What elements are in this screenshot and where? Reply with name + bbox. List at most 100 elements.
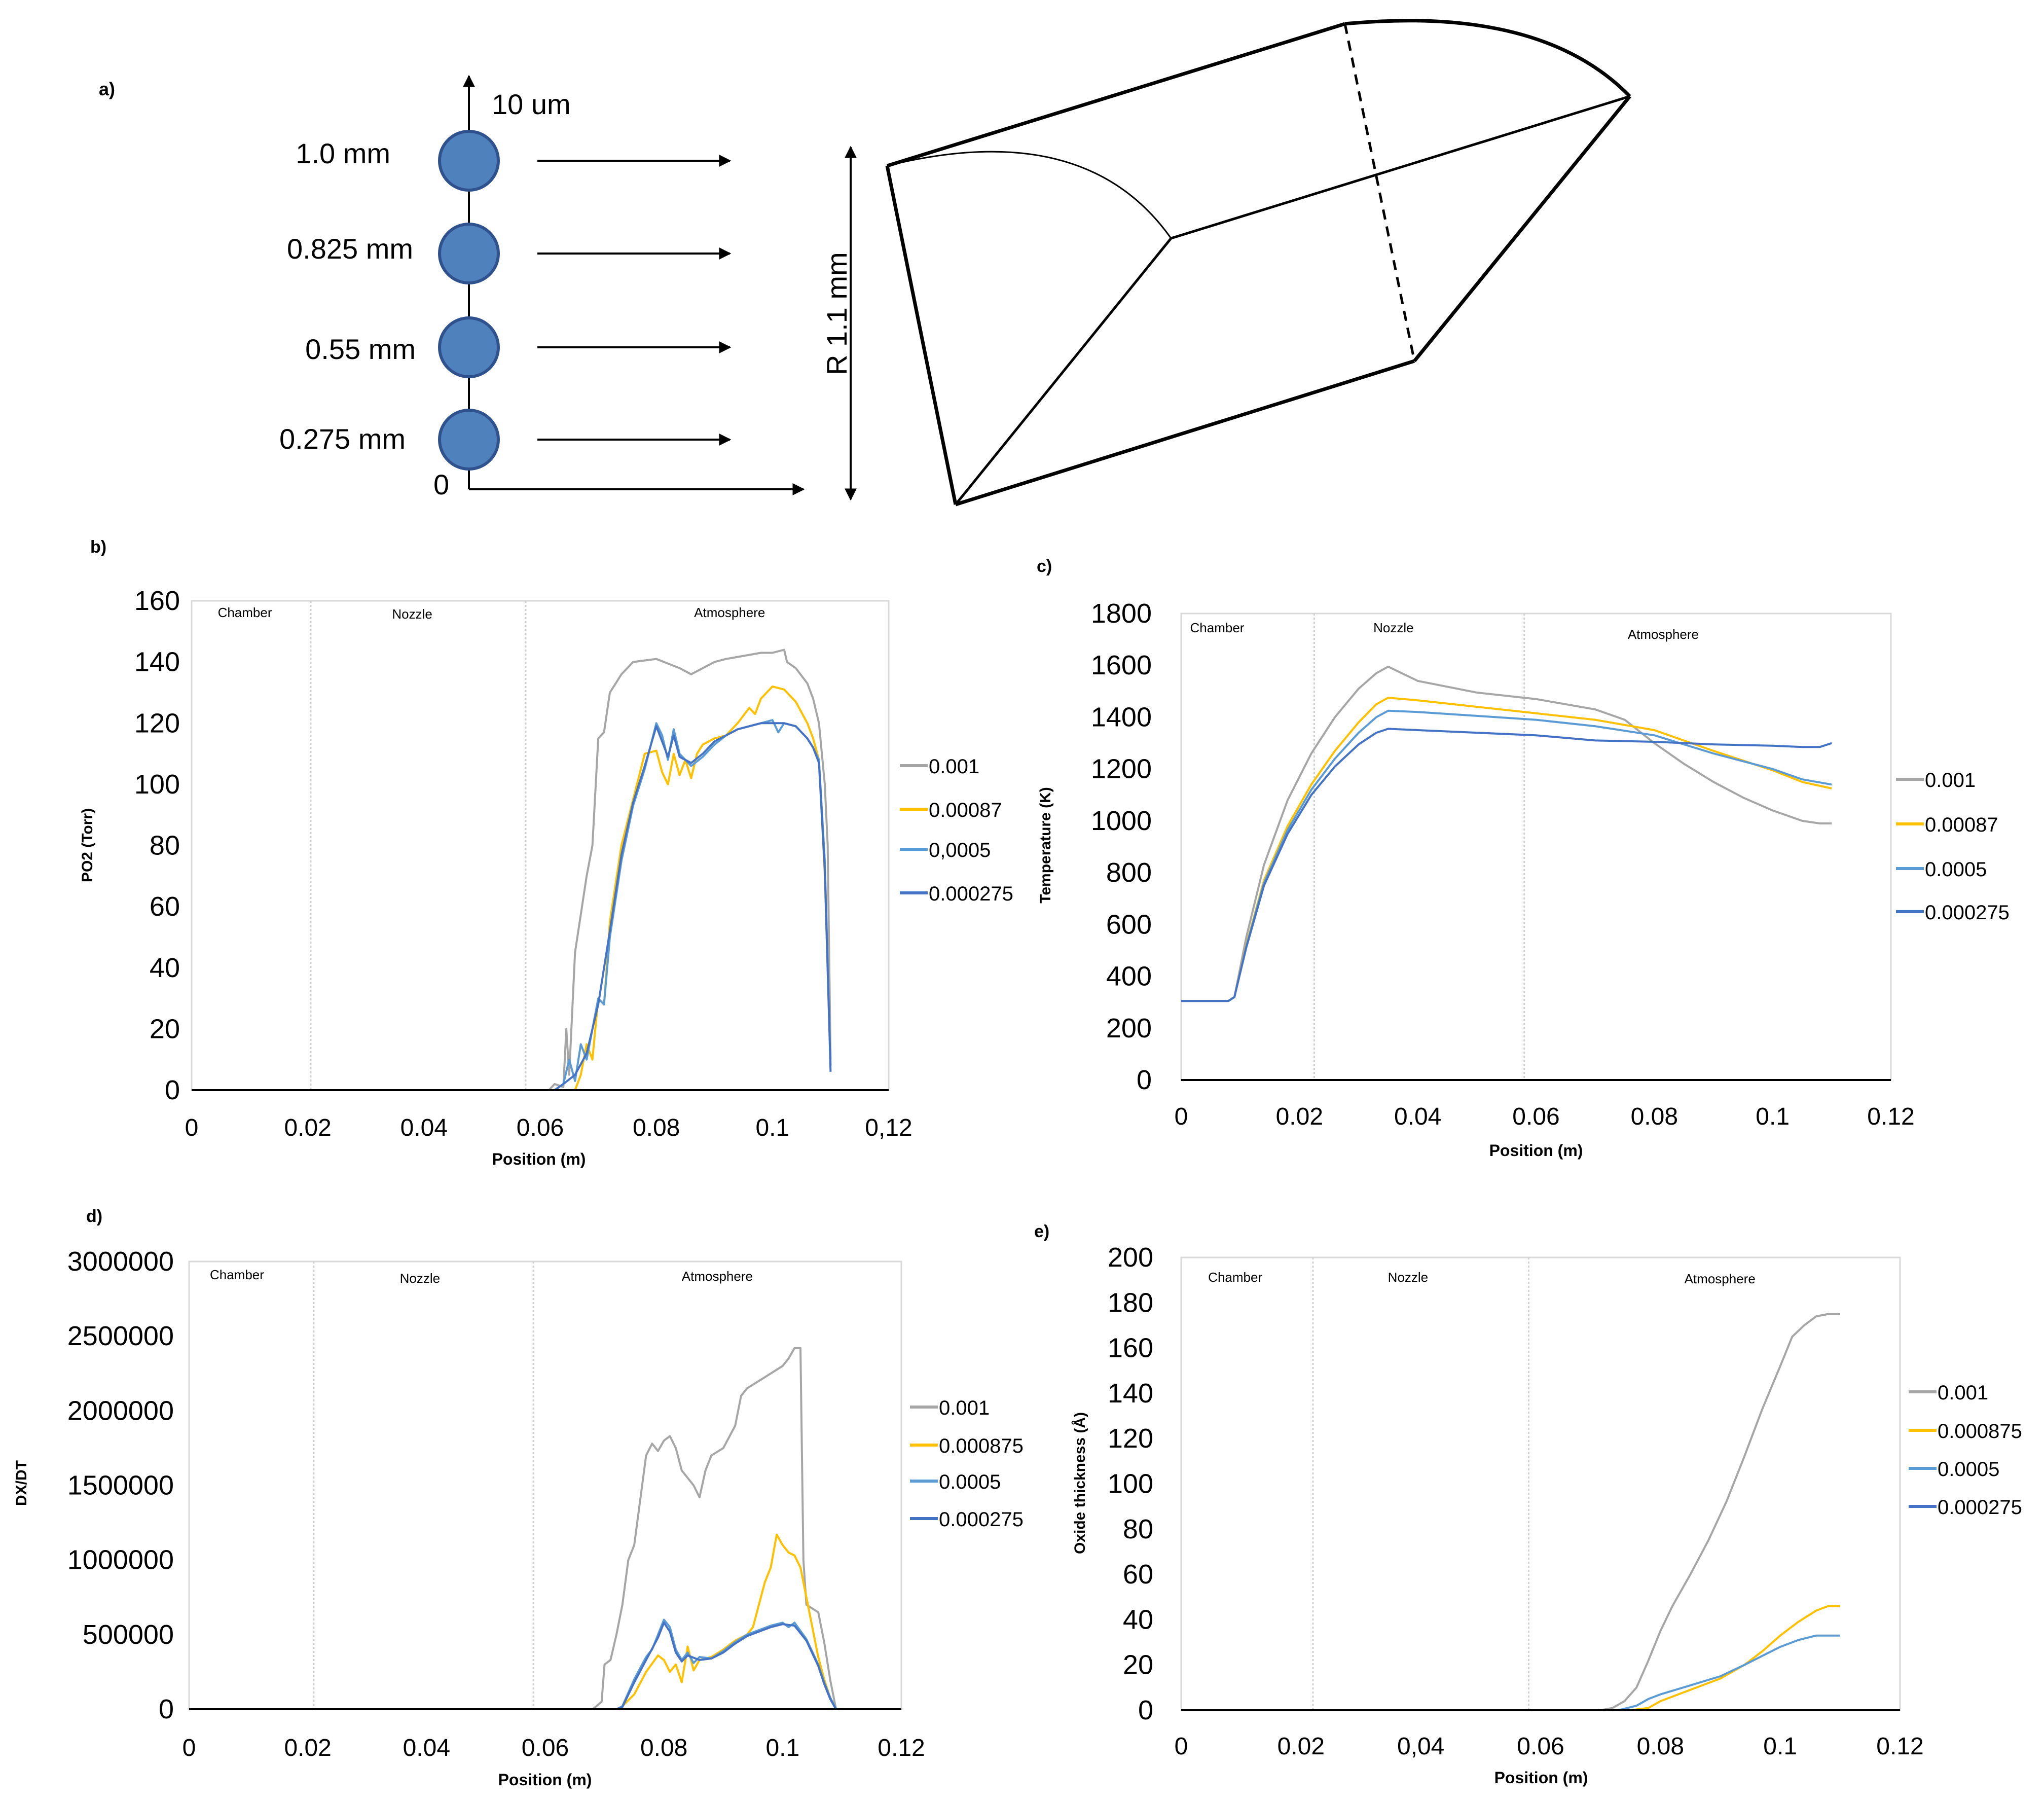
chart-e: e) Chamber Nozzle Atmosphere 0 0.02 0,04… (1034, 1222, 2022, 1787)
particle-circle (438, 130, 500, 192)
plot-area (1180, 613, 1892, 1081)
plot-area (188, 1260, 902, 1710)
chart-b: b) Chamber Nozzle Atmosphere 0 0.02 0.04… (79, 537, 1013, 1168)
wedge-arc-back (1344, 19, 1631, 98)
y-tick-label: 3000000 (67, 1246, 174, 1277)
legend-entry: 0.00087 (929, 799, 1002, 821)
series-line-0.001 (1181, 1313, 1840, 1711)
series-lines (192, 649, 832, 1091)
x-tick-label: 0.08 (1631, 1103, 1678, 1130)
legend-entry: 0.00087 (1925, 814, 1998, 836)
x-tick-label: 0.1 (765, 1735, 799, 1761)
x-axis-title: Position (m) (1494, 1769, 1588, 1787)
x-tick-label: 0.12 (1876, 1733, 1923, 1760)
y-tick-labels: 0 20 40 60 80 100 120 140 160 180 200 (1108, 1242, 1153, 1725)
x-tick-label: 0.1 (1756, 1103, 1790, 1130)
x-axis-title: Position (m) (492, 1150, 586, 1168)
y-tick-label: 100 (134, 769, 180, 800)
legend-entry: 0.0005 (939, 1471, 1001, 1493)
x-tick-label: 0.04 (403, 1735, 450, 1761)
wedge-domain-drawing (885, 19, 1631, 507)
plot-area (191, 600, 890, 1091)
x-tick-label: 0.08 (1637, 1733, 1684, 1760)
y-tick-label: 60 (150, 891, 180, 922)
x-tick-label: 0.04 (1394, 1103, 1441, 1130)
x-tick-label: 0.02 (1276, 1103, 1323, 1130)
legend-entry: 0.000875 (939, 1435, 1024, 1457)
y-tick-label: 0 (159, 1694, 174, 1724)
region-label: Atmosphere (682, 1269, 753, 1284)
region-label: Nozzle (400, 1271, 440, 1286)
y-tick-label: 140 (134, 647, 180, 677)
y-axis-title: Temperature (K) (1037, 787, 1054, 903)
y-tick-label: 1500000 (67, 1470, 174, 1501)
series-line-0.000875 (189, 1533, 837, 1710)
panel-a-schematic: a) 10 um 0 1.0 mm 0.825 mm 0.55 mm 0.275… (99, 19, 1631, 507)
series-lines (189, 1347, 837, 1710)
y-tick-label: 80 (150, 831, 180, 861)
legend: 0.001 0.000875 0.0005 0.000275 (910, 1397, 1024, 1531)
series-line-0.000275 (1181, 728, 1832, 1002)
particle-circle (438, 223, 500, 284)
legend-entry: 0.001 (929, 755, 979, 778)
y-tick-label: 160 (1108, 1333, 1153, 1363)
y-tick-label: 0 (165, 1075, 180, 1105)
region-label: Chamber (210, 1267, 264, 1282)
x-tick-label: 0.02 (1278, 1733, 1325, 1760)
x-tick-label: 0.04 (400, 1114, 448, 1141)
wedge-edge (955, 359, 1415, 507)
y-tick-label: 100 (1108, 1469, 1153, 1499)
region-boundaries (1312, 1257, 1529, 1710)
region-label: Chamber (1208, 1270, 1262, 1285)
particle-4: 0.275 mm (279, 409, 732, 471)
legend: 0.001 0.00087 0.0005 0.000275 (1896, 769, 2010, 924)
legend-entry: 0.000275 (939, 1508, 1024, 1531)
x-tick-label: 0.06 (517, 1114, 564, 1141)
y-axis-title: PO2 (Torr) (79, 808, 96, 882)
origin-label: 0 (433, 469, 449, 500)
y-axis-title: DX/DT (13, 1460, 30, 1506)
legend-entry: 0.001 (939, 1397, 990, 1419)
legend: 0.001 0.000875 0.0005 0.000275 (1909, 1382, 2022, 1519)
legend-entry: 0.000275 (1925, 902, 2010, 924)
x-tick-label: 0.1 (1763, 1733, 1797, 1760)
x-tick-label: 0.12 (878, 1735, 925, 1761)
region-label: Atmosphere (1685, 1271, 1756, 1286)
wedge-edge (1413, 95, 1631, 363)
legend-entry: 0.001 (1938, 1382, 1988, 1404)
y-tick-labels: 0 20 40 60 80 100 120 140 160 (134, 586, 180, 1105)
particle-2: 0.825 mm (287, 223, 732, 284)
y-tick-label: 1200 (1091, 754, 1152, 784)
wedge-edge (885, 165, 958, 505)
x-tick-labels: 0 0.02 0,04 0.06 0.08 0.1 0.12 (1175, 1733, 1924, 1760)
legend-entry: 0.001 (1925, 769, 1976, 791)
wedge-edge (886, 22, 1346, 168)
x-tick-label: 0.12 (1867, 1103, 1914, 1130)
y-tick-label: 1800 (1091, 598, 1152, 629)
y-tick-label: 600 (1106, 909, 1152, 940)
x-tick-label: 0.08 (640, 1735, 687, 1761)
y-tick-label: 1000000 (67, 1545, 174, 1575)
y-tick-label: 1600 (1091, 650, 1152, 680)
series-line-0.0005 (192, 719, 832, 1091)
wedge-edge (1171, 95, 1630, 240)
y-tick-label: 2500000 (67, 1321, 174, 1351)
y-tick-label: 0 (1137, 1065, 1152, 1095)
wedge-edge (955, 237, 1172, 506)
series-line-0.0005 (1181, 709, 1832, 1002)
x-axis-title: Position (m) (1489, 1141, 1583, 1160)
region-label: Chamber (1190, 620, 1245, 635)
region-boundaries (1313, 614, 1525, 1080)
x-tick-label: 0 (1175, 1733, 1188, 1760)
y-tick-label: 1000 (1091, 806, 1152, 836)
series-lines (1181, 665, 1832, 1002)
y-tick-label: 20 (1123, 1650, 1153, 1680)
y-tick-label: 800 (1106, 857, 1152, 888)
y-tick-label: 40 (150, 953, 180, 983)
series-line-0.001 (189, 1347, 837, 1710)
y-tick-label: 40 (1123, 1604, 1153, 1635)
y-tick-label: 120 (134, 708, 180, 738)
particle-label: 1.0 mm (296, 137, 390, 169)
panel-a-label: a) (99, 79, 115, 99)
series-lines (1181, 1313, 1900, 1711)
